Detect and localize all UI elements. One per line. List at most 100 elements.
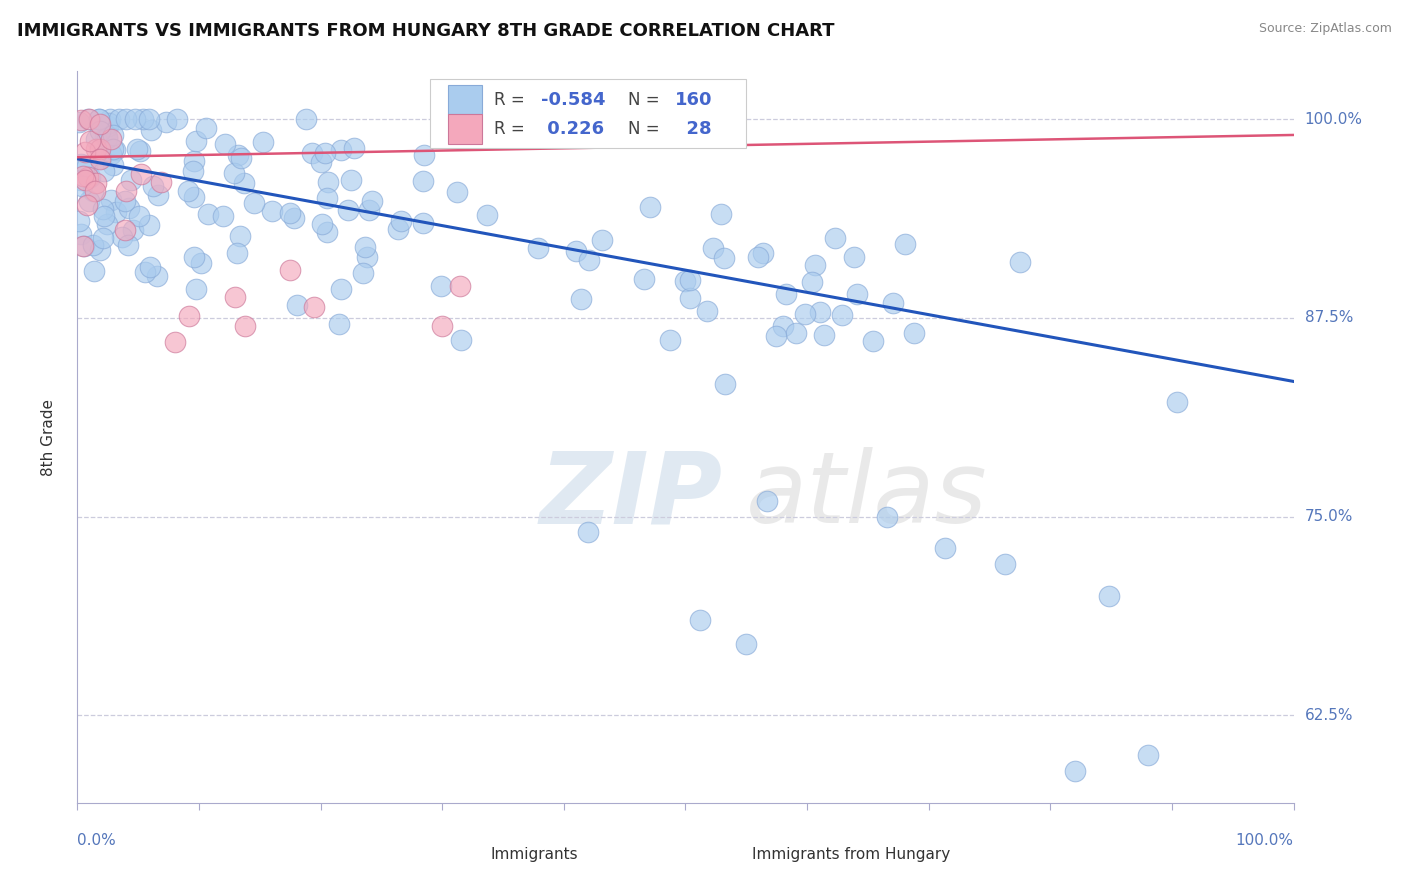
Point [765,329,787,343]
Point [311,218,333,232]
Point [352,266,374,280]
Point [226,246,249,260]
Bar [449,85,482,114]
Point [82,184,104,198]
Point [824,231,846,245]
Point [127,142,149,156]
Point [89,243,111,257]
Point [224,290,246,304]
Point [242,196,264,211]
Point [565,244,588,259]
Point [1098,589,1121,603]
Point [73,173,96,187]
Point [633,272,655,286]
Point [330,281,353,295]
Point [98,112,121,126]
Point [138,112,160,126]
Point [214,136,236,151]
Point [84,142,107,156]
Text: atlas: atlas [747,447,988,544]
Point [294,112,316,126]
Text: N =: N = [628,120,665,138]
Point [387,222,409,236]
FancyBboxPatch shape [430,78,747,148]
Point [361,194,384,209]
Point [845,287,868,301]
Point [283,211,305,225]
Point [89,142,111,156]
Point [1063,764,1085,778]
Point [429,278,451,293]
Point [96,217,118,231]
Text: ZIP: ZIP [540,447,723,544]
Point [831,308,853,322]
Point [302,300,325,314]
Point [229,151,252,165]
Point [114,184,136,198]
Point [233,318,256,333]
Point [285,298,308,312]
Text: 160: 160 [675,91,711,109]
Point [876,509,898,524]
Point [262,204,284,219]
Point [91,202,114,217]
Text: IMMIGRANTS VS IMMIGRANTS FROM HUNGARY 8TH GRADE CORRELATION CHART: IMMIGRANTS VS IMMIGRANTS FROM HUNGARY 8T… [17,22,834,40]
Point [121,222,143,236]
Point [132,112,155,126]
Point [314,146,336,161]
Bar [710,847,744,865]
Point [82,238,104,252]
Text: 100.0%: 100.0% [1236,833,1294,848]
Point [72,169,94,183]
Point [93,164,115,178]
Point [79,134,101,148]
Text: R =: R = [495,91,530,109]
Point [212,209,235,223]
Point [813,327,835,342]
Point [100,132,122,146]
Point [120,173,142,187]
Point [252,135,274,149]
Point [696,304,718,318]
Point [75,145,97,160]
Point [679,273,702,287]
Point [194,120,217,135]
Point [105,205,128,219]
Point [894,236,917,251]
Text: R =: R = [495,120,530,138]
Point [79,169,101,184]
Point [97,119,120,133]
Point [903,326,925,340]
Point [329,143,352,157]
Point [89,117,111,131]
Bar [449,847,482,865]
Point [450,333,472,347]
Point [1166,395,1188,409]
Point [785,326,807,340]
Point [139,260,162,274]
Point [76,198,98,212]
Point [138,218,160,232]
Text: 75.0%: 75.0% [1305,509,1353,524]
Text: 28: 28 [675,120,711,138]
Point [100,193,122,207]
Point [772,319,794,334]
Point [446,186,468,200]
Point [124,112,146,126]
Point [97,116,120,130]
Text: Source: ZipAtlas.com: Source: ZipAtlas.com [1258,22,1392,36]
Point [756,493,779,508]
Point [77,112,100,126]
Point [186,281,208,295]
Point [226,148,249,162]
Point [747,250,769,264]
Text: -0.584: -0.584 [541,91,605,109]
Point [591,233,613,247]
Point [118,201,141,215]
Point [73,238,96,252]
Point [526,241,548,255]
Point [70,179,93,194]
Point [129,167,152,181]
Point [104,144,127,158]
Point [449,279,471,293]
